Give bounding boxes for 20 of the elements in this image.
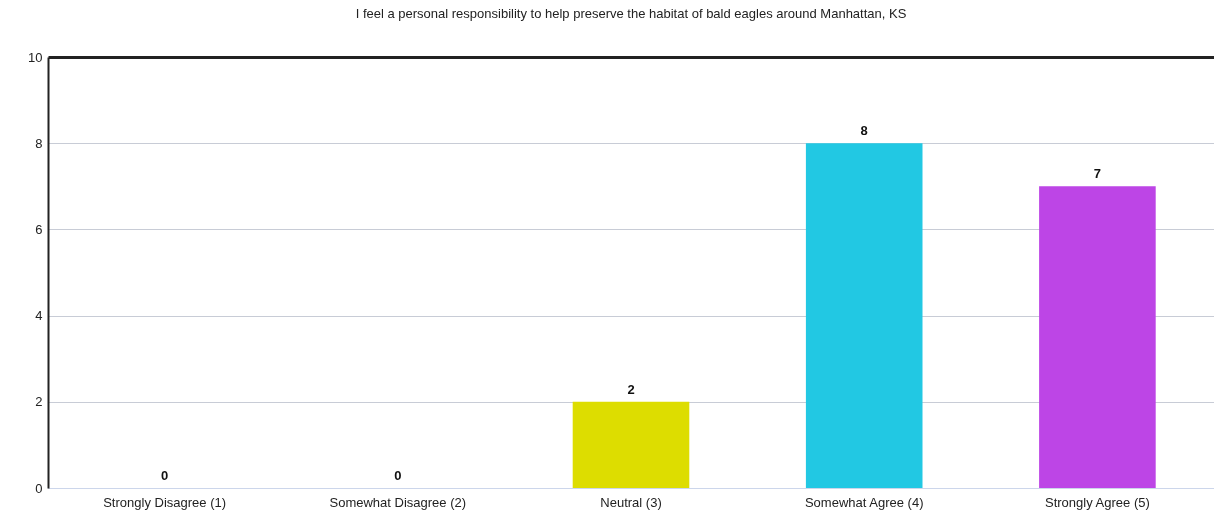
y-tick-label: 8 [35,135,43,151]
x-tick-label: Strongly Disagree (1) [103,494,227,510]
chart-title: I feel a personal responsibility to help preserve the habitat of bald eagles around Manhattan, KS [355,6,907,21]
y-tick-label: 0 [35,480,43,496]
data-label: 0 [160,468,169,483]
bar [805,143,923,488]
data-label: 8 [860,123,868,139]
data-label: 7 [1093,166,1102,182]
y-tick-label: 6 [35,221,43,237]
x-tick-label: Neutral (3) [600,494,662,510]
x-tick-label: Somewhat Agree (4) [804,494,924,510]
data-label: 0 [394,468,402,483]
y-tick-label: 2 [35,394,43,410]
x-tick-label: Somewhat Disagree (2) [329,494,467,510]
data-label: 2 [627,381,635,397]
y-tick-label: 10 [28,49,43,65]
bar [1039,186,1156,488]
y-tick-label: 4 [35,308,43,324]
x-tick-label: Strongly Agree (5) [1045,494,1150,510]
bar [572,401,690,488]
